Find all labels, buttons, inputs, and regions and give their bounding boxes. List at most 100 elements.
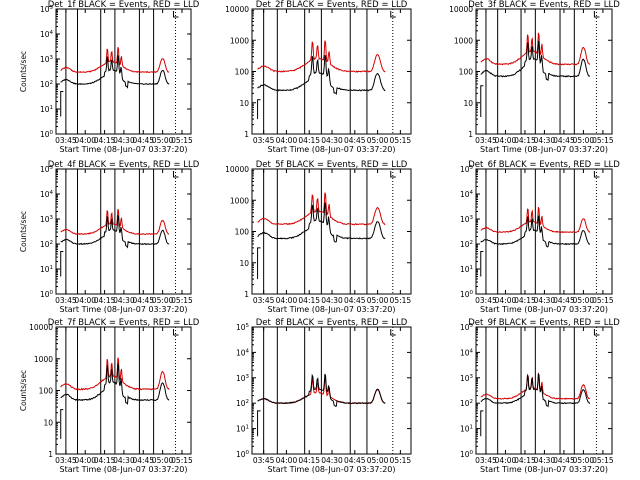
- corner-marker: [390, 171, 396, 178]
- y-axis-label: Counts/sec: [19, 211, 28, 252]
- y-tick-label: 100: [460, 290, 474, 299]
- panel-7: Det_7f BLACK = Events, RED = LLD03:4504:…: [19, 318, 200, 474]
- chart-title: Det_3f BLACK = Events, RED = LLD: [468, 0, 620, 10]
- y-tick-exponent: 2: [470, 240, 474, 246]
- events-series-line: [480, 215, 591, 248]
- y-tick-label: 1000: [34, 355, 53, 364]
- corner-marker: [390, 11, 396, 18]
- y-tick-label: 101: [460, 265, 473, 274]
- y-tick-label: 103: [460, 374, 474, 383]
- x-tick-label: 05:00: [152, 136, 174, 145]
- x-tick-label: 04:45: [132, 136, 154, 145]
- x-tick-label: 05:15: [390, 296, 412, 305]
- y-tick-label: 104: [40, 30, 54, 39]
- y-tick-exponent: 4: [246, 348, 250, 354]
- y-tick-label: 101: [40, 105, 53, 114]
- y-tick-label: 100: [236, 450, 250, 459]
- x-tick-label: 05:15: [390, 456, 412, 465]
- y-tick-label: 1: [468, 130, 473, 139]
- events-series-line: [257, 54, 386, 96]
- lld-series-line: [60, 357, 170, 391]
- panel-1: Det_1f BLACK = Events, RED = LLD03:4504:…: [19, 0, 200, 154]
- y-tick-exponent: 0: [246, 450, 250, 456]
- plot-frame: [55, 168, 192, 295]
- lld-series-line: [257, 40, 386, 73]
- y-tick-label: 100: [40, 290, 54, 299]
- y-tick-exponent: 1: [246, 425, 250, 431]
- y-tick-label: 101: [40, 265, 53, 274]
- x-tick-label: 04:30: [534, 296, 556, 305]
- x-tick-label: 04:45: [344, 456, 366, 465]
- x-tick-label: 03:45: [475, 136, 497, 145]
- y-tick-exponent: 1: [470, 265, 474, 271]
- y-tick-label: 100: [460, 450, 474, 459]
- x-tick-label: 04:00: [74, 136, 96, 145]
- x-tick-label: 05:15: [592, 456, 614, 465]
- corner-marker: [390, 329, 396, 336]
- x-tick-label: 04:45: [344, 296, 366, 305]
- x-tick-label: 04:00: [495, 296, 517, 305]
- x-tick-label: 04:00: [74, 296, 96, 305]
- panel-3: Det_3f BLACK = Events, RED = LLD 03:45 04:…: [449, 0, 620, 154]
- x-tick-label: 04:30: [534, 136, 556, 145]
- x-tick-label: 05:00: [573, 296, 595, 305]
- x-tick-label: 05:00: [573, 136, 595, 145]
- x-tick-label: 04:45: [553, 296, 575, 305]
- y-tick-exponent: 1: [470, 425, 474, 431]
- x-tick-label: 03:45: [475, 456, 497, 465]
- y-tick-label: 105: [40, 165, 54, 174]
- y-tick-exponent: 5: [470, 165, 474, 171]
- events-start-step: [60, 409, 64, 439]
- x-tick-label: 05:00: [152, 456, 174, 465]
- panel-4: Det_4f BLACK = Events, RED = LLD03:4504:…: [19, 160, 200, 314]
- x-axis-label: Start Time (08-Jun-07 03:37:20): [480, 305, 608, 314]
- y-tick-label: 100: [39, 387, 54, 396]
- x-tick-label: 05:15: [171, 456, 193, 465]
- x-tick-label: 05:00: [367, 296, 389, 305]
- x-tick-label: 04:30: [113, 296, 135, 305]
- y-tick-label: 10000: [29, 323, 53, 332]
- events-series-line: [257, 373, 386, 407]
- lld-series-line: [60, 208, 170, 236]
- y-tick-exponent: 3: [470, 215, 474, 221]
- y-tick-exponent: 4: [470, 190, 474, 196]
- x-tick-label: 04:30: [321, 136, 343, 145]
- events-start-step: [480, 251, 484, 277]
- x-axis-label: Start Time (08-Jun-07 03:37:20): [60, 145, 188, 154]
- x-tick-label: 05:15: [171, 296, 193, 305]
- y-axis-label: Counts/sec: [19, 51, 28, 92]
- y-tick-exponent: 4: [50, 30, 54, 36]
- corner-marker: [173, 329, 179, 336]
- lld-series-line: [480, 32, 591, 66]
- x-tick-label: 04:30: [534, 456, 556, 465]
- y-tick-label: 10: [43, 418, 53, 427]
- y-tick-label: 105: [460, 323, 474, 332]
- x-tick-label: 03:45: [475, 296, 497, 305]
- events-start-step: [257, 99, 261, 120]
- x-axis-label: Start Time (08-Jun-07 03:37:20): [60, 465, 188, 474]
- y-tick-label: 103: [40, 215, 54, 224]
- x-tick-label: 05:00: [573, 456, 595, 465]
- events-series-line: [60, 55, 170, 89]
- x-tick-label: 04:00: [276, 136, 298, 145]
- x-tick-label: 05:15: [592, 296, 614, 305]
- x-axis-label: Start Time (08-Jun-07 03:37:20): [268, 465, 396, 474]
- events-start-step: [480, 410, 484, 437]
- panel-9: Det_9f BLACK = Events, RED = LLD03:4504:…: [460, 318, 620, 474]
- plot-frame: [475, 8, 613, 135]
- x-tick-label: 04:15: [94, 456, 116, 465]
- y-tick-label: 1000: [230, 196, 249, 205]
- x-tick-label: 04:45: [344, 136, 366, 145]
- y-axis-label: Counts/sec: [19, 370, 28, 411]
- x-tick-label: 03:45: [253, 296, 275, 305]
- x-tick-label: 04:15: [94, 296, 116, 305]
- y-tick-label: 104: [460, 190, 474, 199]
- y-tick-exponent: 1: [50, 105, 54, 111]
- y-tick-exponent: 2: [50, 240, 54, 246]
- y-tick-label: 103: [40, 55, 54, 64]
- x-tick-label: 05:15: [390, 136, 412, 145]
- x-tick-label: 04:00: [495, 456, 517, 465]
- x-tick-label: 05:00: [367, 456, 389, 465]
- chart-title: Det_6f BLACK = Events, RED = LLD: [468, 160, 620, 170]
